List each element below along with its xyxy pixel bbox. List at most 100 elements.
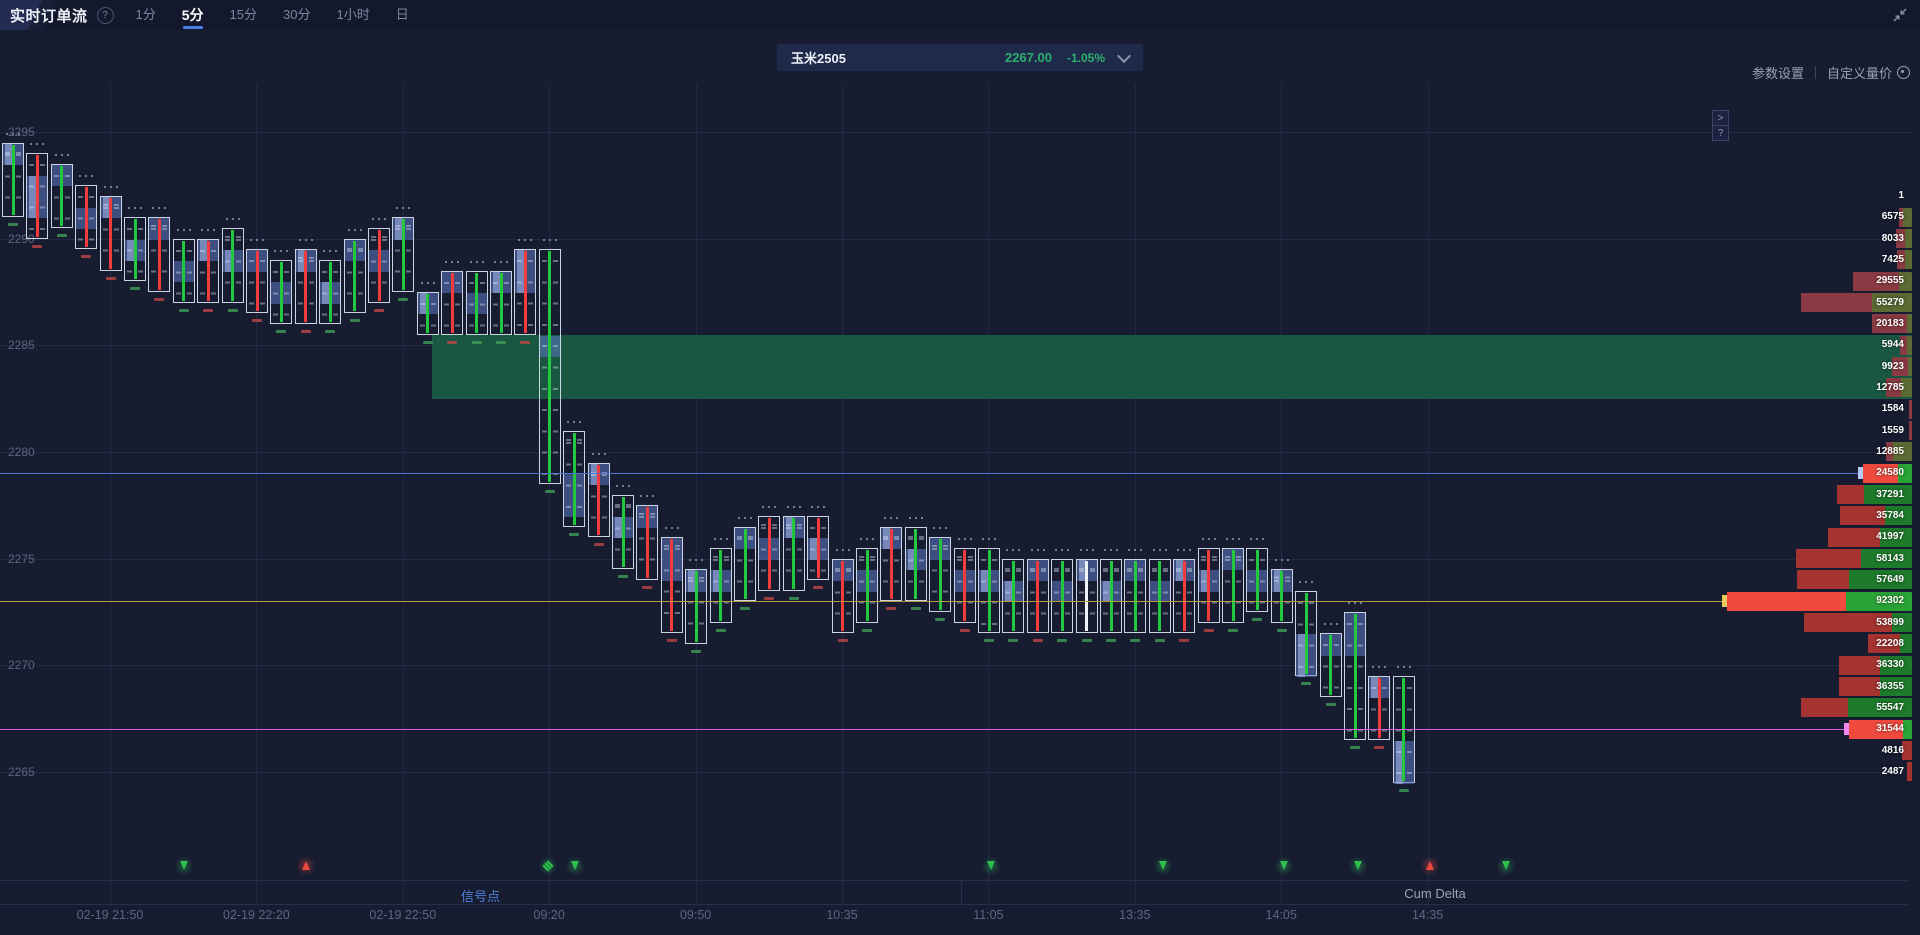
tab-timeframe-1[interactable]: 5分 bbox=[182, 0, 204, 30]
buy-volume-segment bbox=[1880, 655, 1912, 675]
footprint-candle bbox=[1148, 558, 1171, 634]
bid-ask-numbers-texture bbox=[16, 146, 21, 214]
bid-ask-numbers-texture bbox=[552, 253, 558, 480]
bid-ask-numbers-texture bbox=[1029, 562, 1035, 630]
custom-volume-price-button[interactable]: 自定义量价 bbox=[1827, 63, 1910, 82]
buy-volume-segment bbox=[1891, 613, 1912, 633]
tab-timeframe-0[interactable]: 1分 bbox=[135, 7, 156, 22]
footprint-candle bbox=[197, 238, 220, 303]
candle-dots bbox=[597, 452, 600, 455]
bid-ask-numbers-texture bbox=[333, 263, 339, 320]
volume-heat-cell-bright bbox=[493, 271, 500, 293]
candle-direction-line bbox=[597, 464, 601, 536]
candle-direction-line bbox=[1280, 571, 1284, 621]
candle-dots bbox=[1134, 548, 1137, 551]
bid-ask-numbers-texture bbox=[175, 242, 181, 299]
volume-profile-value: 36330 bbox=[1876, 659, 1904, 671]
volume-profile-bar bbox=[1908, 399, 1912, 419]
candle-delta-mark bbox=[1130, 639, 1141, 643]
candle-direction-line bbox=[938, 539, 942, 610]
tab-timeframe-2[interactable]: 15分 bbox=[229, 7, 258, 22]
footprint-candle bbox=[50, 163, 73, 228]
grid-vline bbox=[549, 84, 551, 905]
bid-ask-numbers-texture bbox=[785, 519, 791, 587]
buy-volume-segment bbox=[1907, 335, 1912, 355]
candle-direction-line bbox=[523, 251, 527, 333]
footprint-candle bbox=[148, 217, 171, 292]
footprint-candle bbox=[636, 505, 659, 580]
price-axis-label: 2270 bbox=[8, 658, 35, 673]
candle-dots bbox=[475, 260, 478, 263]
volume-profile-value: 1559 bbox=[1881, 424, 1904, 436]
candle-direction-line bbox=[865, 549, 869, 621]
grid-vline bbox=[988, 84, 990, 905]
sell-volume-segment bbox=[1795, 549, 1861, 569]
candle-direction-line bbox=[60, 165, 64, 226]
volume-heat-cell-bright bbox=[615, 516, 622, 539]
bid-ask-numbers-texture bbox=[1225, 551, 1230, 619]
indicator-strip-divider bbox=[961, 881, 962, 904]
candle-dots bbox=[36, 143, 39, 146]
volume-heat-cell-bright bbox=[883, 527, 891, 549]
footprint-candle bbox=[904, 526, 927, 602]
footprint-candle bbox=[1319, 633, 1342, 698]
candle-delta-mark bbox=[203, 308, 214, 312]
candle-dots bbox=[817, 505, 820, 508]
bid-ask-numbers-texture bbox=[1322, 637, 1328, 694]
buy-volume-segment bbox=[1903, 719, 1912, 739]
panel-help-button[interactable]: ? bbox=[1712, 125, 1729, 141]
candle-direction-line bbox=[353, 240, 357, 312]
signal-panel-label[interactable]: 信号点 bbox=[460, 889, 500, 904]
tab-timeframe-5[interactable]: 日 bbox=[395, 7, 409, 22]
cum-delta-panel-label[interactable]: Cum Delta bbox=[1404, 886, 1466, 901]
price-axis-label: 2290 bbox=[8, 231, 35, 246]
candle-delta-mark bbox=[886, 607, 897, 611]
bid-ask-numbers-texture bbox=[406, 221, 412, 288]
candle-delta-mark bbox=[1032, 639, 1043, 643]
candle-dots bbox=[1354, 601, 1356, 604]
instrument-selector[interactable]: 玉米2505 2267.00 -1.05% bbox=[777, 44, 1143, 71]
candle-direction-line bbox=[645, 507, 649, 578]
bid-ask-numbers-texture bbox=[626, 498, 631, 566]
volume-profile-bar bbox=[1907, 762, 1912, 782]
tab-timeframe-4[interactable]: 1小时 bbox=[336, 7, 370, 22]
candle-delta-mark bbox=[1398, 788, 1409, 792]
candle-delta-mark bbox=[56, 233, 67, 237]
sell-volume-segment bbox=[1871, 314, 1908, 334]
volume-heat-cell-bright bbox=[590, 463, 598, 485]
panel-expand-button[interactable]: > bbox=[1712, 110, 1729, 126]
grid-vline bbox=[695, 84, 697, 905]
footprint-candle bbox=[490, 270, 512, 335]
help-icon[interactable]: ? bbox=[96, 6, 114, 24]
params-settings-button[interactable]: 参数设置 bbox=[1752, 63, 1804, 82]
volume-profile-value: 53899 bbox=[1876, 616, 1904, 628]
footprint-candle bbox=[563, 430, 586, 527]
bid-ask-numbers-texture bbox=[1005, 562, 1011, 630]
candle-direction-line bbox=[572, 432, 576, 525]
volume-heat-cell-bright bbox=[1078, 559, 1086, 581]
bid-ask-numbers-texture bbox=[674, 541, 680, 630]
sell-volume-segment bbox=[1898, 207, 1904, 227]
sell-volume-segment bbox=[1804, 613, 1892, 633]
collapse-icon[interactable] bbox=[1892, 7, 1908, 23]
price-axis-label: 2280 bbox=[8, 444, 35, 459]
tab-timeframe-3[interactable]: 30分 bbox=[283, 7, 311, 22]
bid-ask-numbers-texture bbox=[1065, 562, 1071, 630]
signal-buy-triangle-icon bbox=[301, 861, 310, 870]
buy-volume-segment bbox=[1898, 271, 1912, 291]
candle-dots bbox=[1256, 537, 1259, 540]
candle-dots bbox=[500, 260, 502, 263]
volume-profile-value: 6575 bbox=[1881, 211, 1904, 223]
candle-delta-mark bbox=[1081, 639, 1092, 643]
volume-profile-value: 8033 bbox=[1881, 232, 1904, 244]
grid-vline bbox=[256, 84, 258, 905]
candle-dots bbox=[1183, 548, 1186, 551]
signal-sell-triangle-icon bbox=[986, 861, 995, 870]
footprint-candle bbox=[831, 558, 854, 634]
candle-delta-mark bbox=[544, 489, 555, 493]
bid-ask-numbers-texture bbox=[29, 157, 35, 235]
bid-ask-numbers-texture bbox=[1138, 562, 1144, 630]
candle-delta-mark bbox=[398, 297, 409, 301]
bid-ask-numbers-texture bbox=[1114, 562, 1119, 630]
candle-dots bbox=[988, 537, 990, 540]
